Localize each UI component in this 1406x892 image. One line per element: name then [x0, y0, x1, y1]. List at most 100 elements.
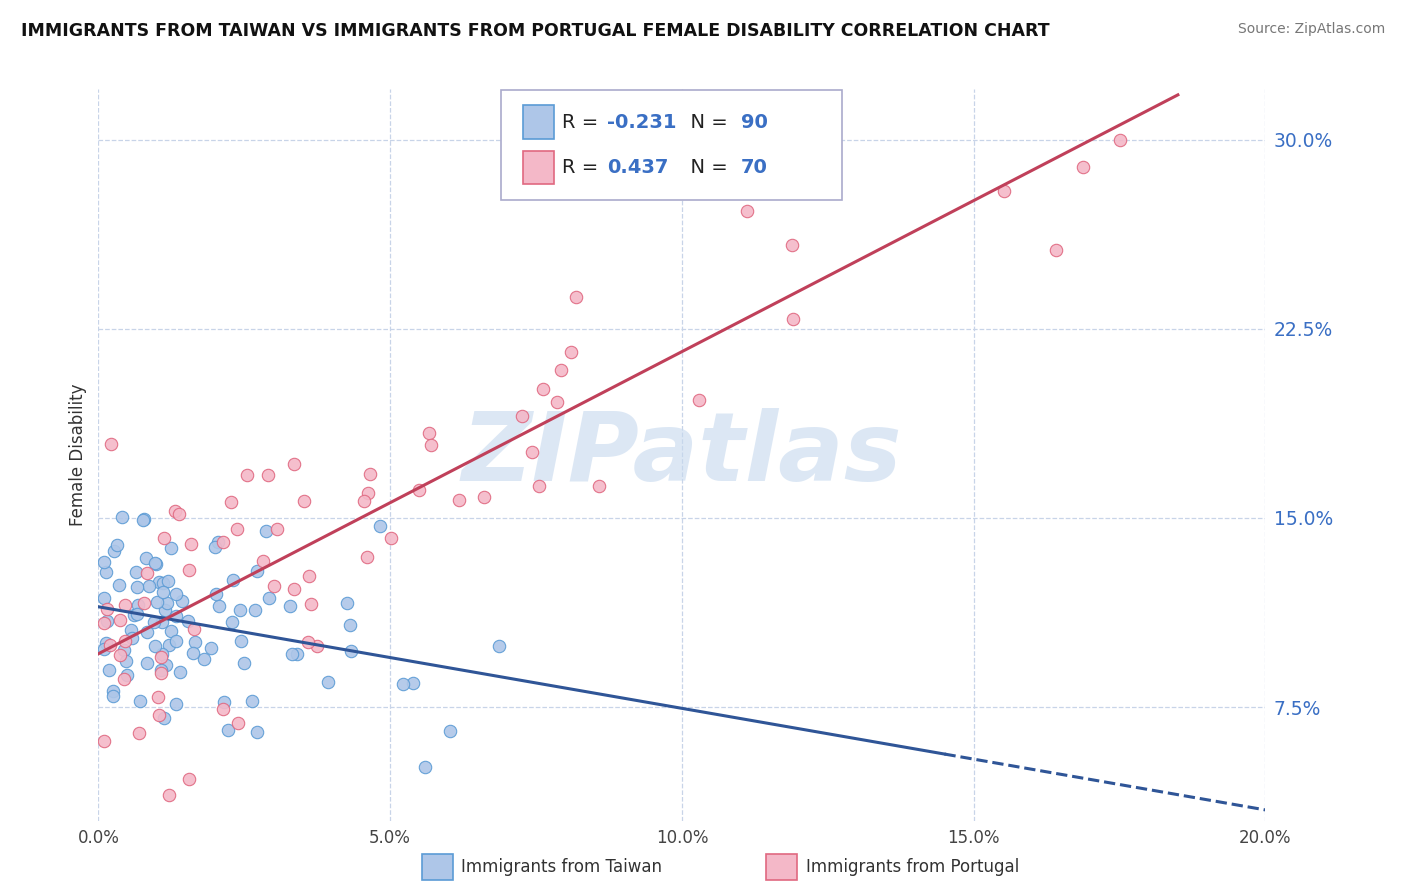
Point — [115, 668, 138, 682]
Point — [252, 554, 274, 568]
Point — [560, 345, 582, 359]
Point — [112, 672, 135, 686]
Point — [180, 537, 202, 551]
Text: ZIPatlas: ZIPatlas — [461, 409, 903, 501]
Point — [212, 695, 235, 709]
Point — [150, 650, 173, 665]
Point — [316, 675, 339, 690]
Point — [243, 603, 266, 617]
Point — [170, 593, 193, 607]
Point — [278, 599, 301, 614]
Point — [96, 614, 118, 628]
Point — [97, 663, 120, 677]
Point — [111, 510, 134, 524]
Point — [339, 618, 361, 632]
Text: 70: 70 — [741, 158, 768, 177]
Point — [167, 508, 190, 522]
Point — [131, 513, 153, 527]
Text: Immigrants from Portugal: Immigrants from Portugal — [806, 858, 1019, 876]
Point — [368, 519, 391, 533]
Text: N =: N = — [678, 158, 734, 177]
Point — [588, 479, 610, 493]
Point — [236, 467, 259, 482]
Point — [217, 723, 239, 738]
Point — [439, 724, 461, 739]
Point — [240, 693, 263, 707]
Point — [146, 595, 169, 609]
Point — [165, 587, 187, 601]
Point — [128, 726, 150, 740]
Point — [229, 603, 252, 617]
Point — [122, 607, 145, 622]
Text: 90: 90 — [741, 113, 768, 132]
Point — [212, 702, 235, 716]
Text: 0.437: 0.437 — [607, 158, 669, 177]
Point — [735, 204, 758, 219]
Point — [281, 647, 304, 661]
Point — [112, 643, 135, 657]
Point — [782, 238, 804, 252]
Point — [155, 595, 177, 609]
Point — [1045, 243, 1067, 257]
Text: Immigrants from Taiwan: Immigrants from Taiwan — [461, 858, 662, 876]
Point — [259, 591, 281, 605]
Point — [292, 493, 315, 508]
Point — [219, 495, 242, 509]
Point — [148, 574, 170, 589]
Point — [93, 591, 115, 606]
Point — [564, 289, 586, 303]
Point — [121, 631, 143, 645]
Point — [488, 640, 510, 654]
Point — [93, 615, 115, 630]
Point — [165, 697, 187, 711]
Point — [115, 654, 138, 668]
Point — [221, 615, 243, 629]
Text: Source: ZipAtlas.com: Source: ZipAtlas.com — [1237, 22, 1385, 37]
Point — [550, 363, 572, 377]
Point — [135, 550, 157, 565]
Point — [357, 485, 380, 500]
Point — [148, 690, 170, 704]
Point — [96, 636, 118, 650]
Point — [108, 648, 131, 662]
Point — [418, 426, 440, 441]
Point — [108, 578, 131, 592]
Point — [150, 615, 173, 629]
Point — [204, 541, 226, 555]
Point — [120, 624, 142, 638]
Point — [177, 614, 200, 628]
Point — [155, 657, 177, 672]
Point — [150, 648, 173, 662]
Point — [356, 549, 378, 564]
Point — [285, 647, 308, 661]
Point — [93, 734, 115, 748]
Point — [152, 576, 174, 591]
Point — [135, 566, 157, 580]
Point — [153, 603, 176, 617]
Point — [93, 642, 115, 657]
Point — [136, 625, 159, 640]
Point — [254, 524, 277, 538]
Point — [181, 646, 204, 660]
Point — [298, 569, 321, 583]
Point — [263, 579, 285, 593]
Point — [205, 587, 228, 601]
Point — [100, 437, 122, 451]
Point — [823, 174, 845, 188]
Point — [127, 598, 149, 612]
Point — [200, 640, 222, 655]
Point — [125, 566, 148, 580]
Point — [94, 566, 117, 580]
Point — [157, 789, 180, 803]
Text: -0.231: -0.231 — [607, 113, 676, 132]
Point — [143, 615, 166, 629]
Point — [208, 599, 231, 614]
Point — [157, 574, 180, 588]
Point — [134, 512, 156, 526]
Point — [107, 538, 129, 552]
Point — [408, 483, 430, 498]
Point — [359, 467, 381, 482]
Point — [297, 635, 319, 649]
Point — [114, 633, 136, 648]
Point — [782, 311, 804, 326]
